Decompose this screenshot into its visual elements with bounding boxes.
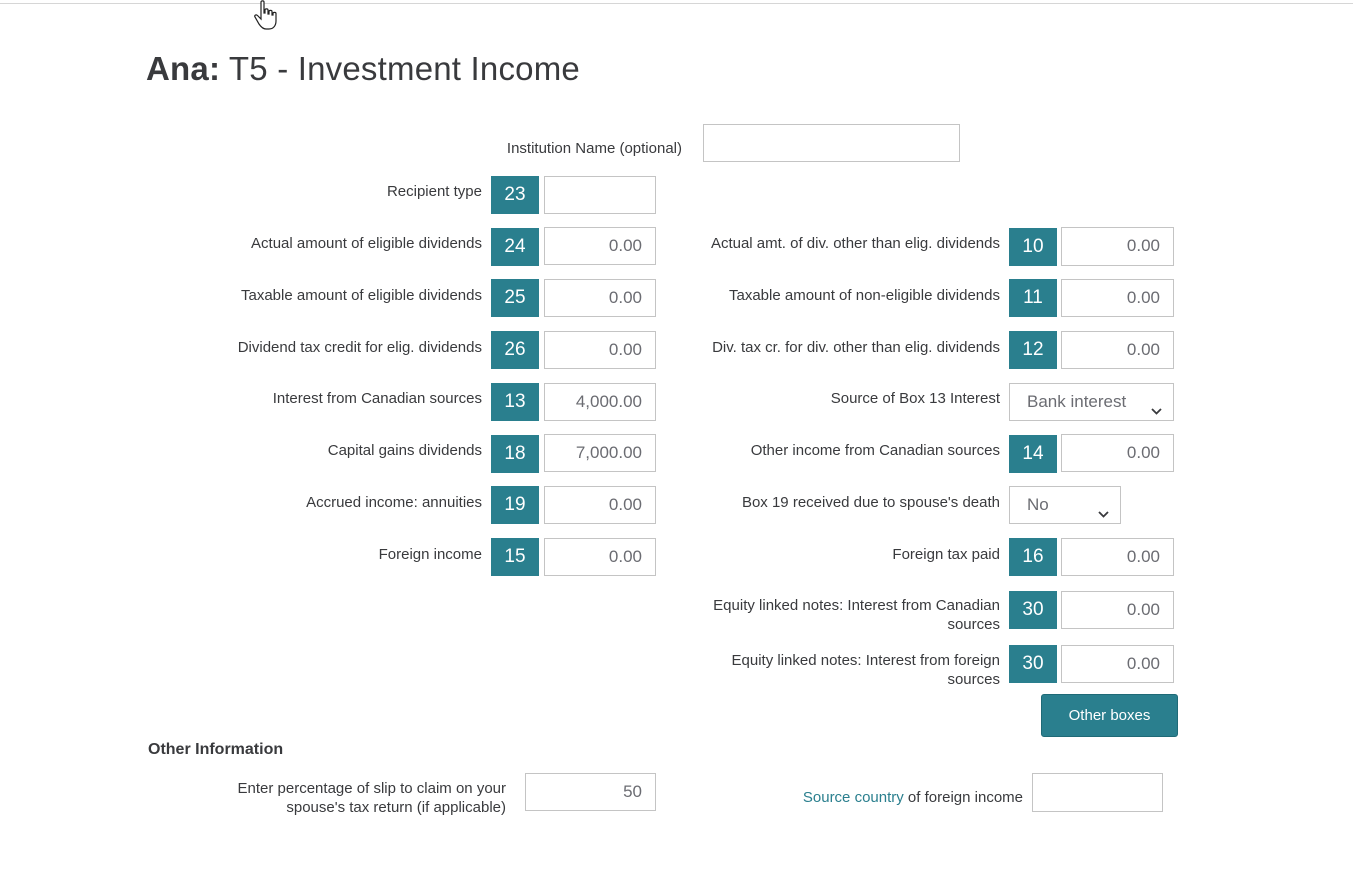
field-label: Source of Box 13 Interest [830, 390, 1000, 407]
box-number-badge: 16 [1009, 538, 1057, 576]
box-number-badge: 13 [491, 383, 539, 421]
box-number-badge: 30 [1009, 591, 1057, 629]
box-number-badge: 10 [1009, 228, 1057, 266]
box-number-badge: 19 [491, 486, 539, 524]
interest-source-select[interactable]: Bank interest [1009, 383, 1174, 421]
field-label: Recipient type [386, 183, 482, 200]
recipient-type-input[interactable] [544, 176, 656, 214]
amount-input[interactable]: 0.00 [544, 227, 656, 265]
institution-label: Institution Name (optional) [506, 140, 682, 157]
other-information-heading: Other Information [148, 741, 284, 758]
amount-input[interactable]: 0.00 [1061, 434, 1174, 472]
select-value: Bank interest [1027, 392, 1127, 411]
spouse-percentage-input[interactable]: 50 [525, 773, 656, 811]
select-value: No [1027, 495, 1049, 514]
box-number-badge: 24 [491, 228, 539, 266]
source-country-label-text: of foreign income [903, 789, 1023, 806]
hand-cursor-icon [252, 0, 282, 37]
field-label: Accrued income: annuities [306, 494, 482, 511]
box-number-badge: 15 [491, 538, 539, 576]
chevron-down-icon [1097, 498, 1110, 534]
field-label: Capital gains dividends [327, 442, 482, 459]
field-label: Foreign income [378, 546, 482, 563]
person-name: Ana: [146, 50, 221, 87]
spouse-percentage-label: Enter percentage of slip to claim on you… [237, 780, 506, 816]
field-label: Taxable amount of eligible dividends [241, 287, 482, 304]
amount-input[interactable]: 0.00 [1061, 591, 1174, 629]
spouse-death-select[interactable]: No [1009, 486, 1121, 524]
field-label: Div. tax cr. for div. other than elig. d… [712, 339, 1000, 356]
field-label: Foreign tax paid [892, 546, 1000, 563]
box-number-badge: 23 [491, 176, 539, 214]
chevron-down-icon [1150, 395, 1163, 431]
field-label: Actual amount of eligible dividends [251, 235, 482, 252]
amount-input[interactable]: 0.00 [1061, 331, 1174, 369]
box-number-badge: 18 [491, 435, 539, 473]
page-title: Ana: T5 - Investment Income [146, 50, 580, 88]
field-label: Interest from Canadian sources [272, 390, 482, 407]
top-divider [0, 3, 1353, 4]
amount-input[interactable]: 0.00 [544, 331, 656, 369]
field-label: Actual amt. of div. other than elig. div… [710, 235, 1000, 252]
box-number-badge: 25 [491, 279, 539, 317]
amount-input[interactable]: 4,000.00 [544, 383, 656, 421]
source-country-input[interactable] [1032, 773, 1163, 812]
form-title: T5 - Investment Income [228, 50, 580, 87]
source-country-link[interactable]: Source country [802, 789, 904, 806]
box-number-badge: 12 [1009, 331, 1057, 369]
amount-input[interactable]: 7,000.00 [544, 434, 656, 472]
amount-input[interactable]: 0.00 [544, 538, 656, 576]
field-label: Box 19 received due to spouse's death [741, 494, 1000, 511]
source-country-label: Source country of foreign income [740, 788, 1023, 807]
field-label: Taxable amount of non-eligible dividends [728, 287, 1000, 304]
box-number-badge: 30 [1009, 645, 1057, 683]
amount-input[interactable]: 0.00 [1061, 645, 1174, 683]
field-label: Equity linked notes: Interest from Canad… [713, 597, 1000, 633]
amount-input[interactable]: 0.00 [1061, 538, 1174, 576]
field-label: Dividend tax credit for elig. dividends [237, 339, 482, 356]
amount-input[interactable]: 0.00 [544, 279, 656, 317]
field-label: Other income from Canadian sources [750, 442, 1000, 459]
amount-input[interactable]: 0.00 [1061, 227, 1174, 266]
field-label: Equity linked notes: Interest from forei… [731, 652, 1000, 688]
other-boxes-button[interactable]: Other boxes [1041, 694, 1178, 737]
institution-input[interactable] [703, 124, 960, 162]
amount-input[interactable]: 0.00 [544, 486, 656, 524]
box-number-badge: 11 [1009, 279, 1057, 317]
amount-input[interactable]: 0.00 [1061, 279, 1174, 317]
box-number-badge: 14 [1009, 435, 1057, 473]
box-number-badge: 26 [491, 331, 539, 369]
